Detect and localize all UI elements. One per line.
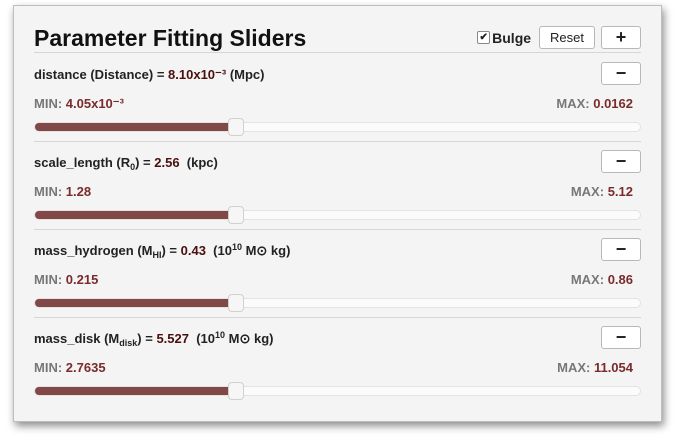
param-equals: ) = [137, 331, 157, 346]
param-name: mass_hydrogen (M [34, 243, 153, 258]
slider-fill [35, 123, 237, 131]
parameter-panel: Parameter Fitting Sliders ✔ Bulge Reset … [13, 5, 662, 422]
min-value: 4.05x10⁻³ [65, 96, 124, 111]
param-unit: (10 [205, 243, 232, 258]
param-label: mass_hydrogen (MHI) = 0.43 (1010 M⊙ kg) [34, 242, 291, 260]
param-value: 0.43 [180, 243, 206, 258]
param-label: mass_disk (Mdisk) = 5.527 (1010 M⊙ kg) [34, 330, 274, 348]
param-label: scale_length (R0) = 2.56 (kpc) [34, 155, 218, 172]
param-equals: ) = [161, 243, 181, 258]
header-divider [34, 52, 641, 53]
param-name: distance (Distance) = [34, 67, 169, 82]
param-scale-length: scale_length (R0) = 2.56 (kpc) − MIN: 1.… [34, 141, 641, 229]
min-value: 0.215 [65, 272, 99, 287]
max-value: 11.054 [593, 360, 633, 375]
param-subscript: disk [119, 338, 138, 348]
max-range: MAX: 5.12 [571, 184, 633, 199]
panel-title: Parameter Fitting Sliders [34, 25, 307, 51]
param-unit: (kpc) [179, 155, 218, 170]
remove-distance-button[interactable]: − [601, 62, 641, 85]
slider-thumb[interactable] [228, 294, 245, 312]
max-range: MAX: 11.054 [557, 360, 633, 375]
param-name: mass_disk (M [34, 331, 120, 346]
param-unit-rest: M⊙ kg) [225, 331, 274, 346]
mass-hydrogen-slider[interactable] [34, 294, 641, 312]
min-label: MIN: [34, 360, 63, 375]
min-range: MIN: 4.05x10⁻³ [34, 96, 124, 112]
scale-length-slider[interactable] [34, 206, 641, 224]
max-label: MAX: [556, 96, 590, 111]
min-label: MIN: [34, 96, 63, 111]
remove-scale-length-button[interactable]: − [601, 150, 641, 173]
max-label: MAX: [557, 360, 591, 375]
max-label: MAX: [570, 184, 605, 199]
slider-fill [35, 299, 237, 307]
bulge-label: Bulge [492, 29, 532, 46]
param-value: 2.56 [154, 155, 180, 170]
param-unit: (10 [188, 331, 215, 346]
add-parameter-button[interactable]: + [601, 26, 641, 49]
slider-fill [35, 211, 237, 219]
param-label: distance (Distance) = 8.10x10⁻³ (Mpc) [34, 67, 265, 83]
min-value: 2.7635 [65, 360, 106, 375]
param-value: 5.527 [156, 331, 189, 346]
param-subscript: 0 [130, 162, 136, 172]
min-range: MIN: 2.7635 [34, 360, 106, 375]
mass-disk-slider[interactable] [34, 382, 641, 400]
min-label: MIN: [34, 272, 63, 287]
max-value: 0.0162 [593, 96, 633, 111]
max-value: 5.12 [607, 184, 633, 199]
slider-thumb[interactable] [228, 206, 245, 224]
param-subscript: HI [152, 250, 162, 260]
remove-mass-disk-button[interactable]: − [601, 326, 641, 349]
param-distance: distance (Distance) = 8.10x10⁻³ (Mpc) − … [34, 53, 641, 141]
remove-mass-hydrogen-button[interactable]: − [601, 238, 641, 261]
slider-thumb[interactable] [228, 382, 245, 400]
reset-button[interactable]: Reset [539, 26, 595, 49]
param-unit: (Mpc) [226, 67, 265, 82]
param-value: 8.10x10⁻³ [168, 67, 227, 82]
param-mass-hydrogen: mass_hydrogen (MHI) = 0.43 (1010 M⊙ kg) … [34, 229, 641, 317]
param-name: scale_length (R [34, 155, 131, 170]
param-divider [34, 317, 641, 318]
param-equals: ) = [135, 155, 155, 170]
max-range: MAX: 0.86 [571, 272, 633, 287]
slider-thumb[interactable] [228, 118, 245, 136]
min-value: 1.28 [65, 184, 92, 199]
min-range: MIN: 1.28 [34, 184, 91, 199]
max-range: MAX: 0.0162 [556, 96, 633, 111]
slider-fill [35, 387, 237, 395]
min-range: MIN: 0.215 [34, 272, 98, 287]
bulge-toggle[interactable]: ✔ Bulge [477, 30, 531, 46]
unit-exponent: 10 [231, 242, 242, 252]
max-label: MAX: [570, 272, 605, 287]
param-unit-rest: M⊙ kg) [241, 243, 291, 258]
max-value: 0.86 [607, 272, 633, 287]
header-controls: ✔ Bulge Reset + [477, 26, 641, 49]
param-divider [34, 141, 641, 142]
param-mass-disk: mass_disk (Mdisk) = 5.527 (1010 M⊙ kg) −… [34, 317, 641, 405]
param-divider [34, 229, 641, 230]
distance-slider[interactable] [34, 118, 641, 136]
min-label: MIN: [34, 184, 63, 199]
bulge-checkbox[interactable]: ✔ [477, 31, 491, 44]
unit-exponent: 10 [215, 330, 226, 340]
